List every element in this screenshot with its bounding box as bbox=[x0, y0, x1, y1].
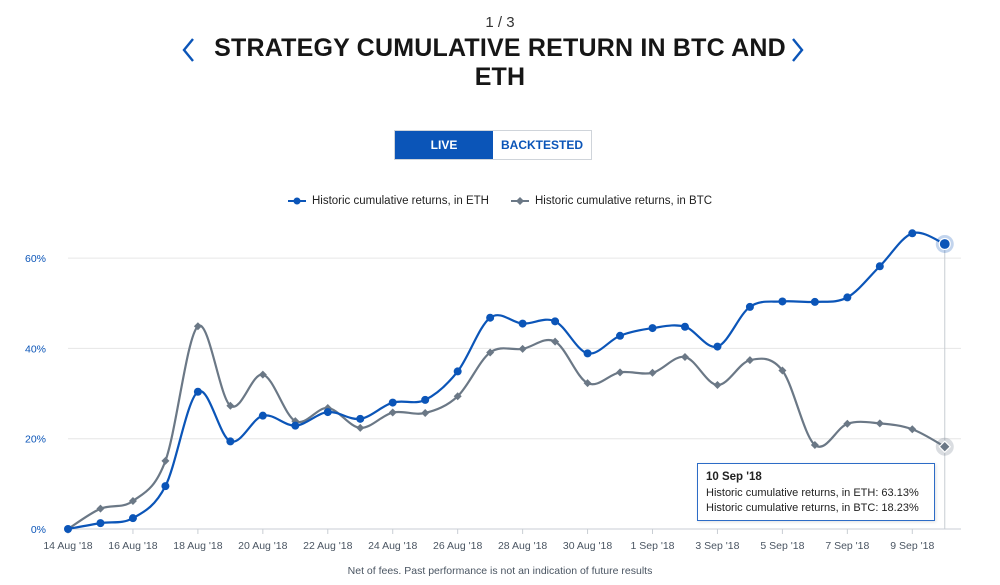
tooltip-btc-value: Historic cumulative returns, in BTC: 18.… bbox=[706, 502, 919, 514]
data-point-btc bbox=[356, 423, 365, 432]
data-point-btc bbox=[713, 380, 722, 389]
hover-tooltip: 10 Sep '18 Historic cumulative returns, … bbox=[697, 463, 935, 521]
data-point-eth bbox=[486, 313, 495, 322]
y-tick-label: 40% bbox=[25, 343, 46, 355]
data-point-btc bbox=[810, 441, 819, 450]
data-point-eth bbox=[291, 421, 300, 430]
data-point-eth bbox=[745, 302, 754, 311]
data-point-btc bbox=[908, 425, 917, 434]
data-point-btc bbox=[745, 356, 754, 365]
x-tick-label: 24 Aug '18 bbox=[368, 540, 417, 552]
eth-circle-marker-icon bbox=[287, 197, 306, 205]
data-point-btc bbox=[193, 322, 202, 331]
data-point-eth bbox=[843, 293, 852, 302]
previous-chart-chevron-icon[interactable] bbox=[178, 36, 200, 64]
live-tab[interactable]: LIVE bbox=[395, 131, 493, 159]
chart-legend: Historic cumulative returns, in ETH Hist… bbox=[0, 195, 1000, 207]
tooltip-eth-value: Historic cumulative returns, in ETH: 63.… bbox=[706, 487, 919, 499]
series-line-btc bbox=[67, 324, 946, 530]
data-point-eth bbox=[875, 262, 884, 271]
x-tick-label: 28 Aug '18 bbox=[498, 540, 547, 552]
x-tick-label: 14 Aug '18 bbox=[43, 540, 92, 552]
x-tick-label: 7 Sep '18 bbox=[825, 540, 869, 552]
data-point-btc bbox=[453, 392, 462, 401]
data-point-btc bbox=[778, 366, 787, 375]
x-tick-label: 20 Aug '18 bbox=[238, 540, 287, 552]
x-tick-label: 26 Aug '18 bbox=[433, 540, 482, 552]
data-point-eth bbox=[128, 514, 137, 523]
data-point-eth bbox=[713, 342, 722, 351]
data-point-eth bbox=[583, 349, 592, 358]
data-point-eth bbox=[453, 367, 462, 376]
data-point-eth bbox=[193, 387, 202, 396]
x-tick-label: 3 Sep '18 bbox=[695, 540, 739, 552]
data-point-eth bbox=[518, 319, 527, 328]
data-point-btc bbox=[843, 419, 852, 428]
data-point-btc bbox=[648, 368, 657, 377]
data-point-eth bbox=[96, 519, 105, 528]
data-point-eth bbox=[388, 398, 397, 407]
y-tick-label: 20% bbox=[25, 434, 46, 446]
data-point-eth bbox=[810, 297, 819, 306]
chart-pager: 1 / 3 bbox=[485, 14, 515, 31]
data-point-btc bbox=[258, 370, 267, 379]
data-point-eth bbox=[226, 437, 235, 446]
legend-label-eth: Historic cumulative returns, in ETH bbox=[311, 195, 489, 207]
x-tick-label: 9 Sep '18 bbox=[890, 540, 934, 552]
series-line-eth bbox=[67, 231, 946, 531]
x-tick-label: 1 Sep '18 bbox=[630, 540, 674, 552]
legend-item-eth[interactable]: Historic cumulative returns, in ETH bbox=[287, 195, 489, 207]
data-point-btc bbox=[96, 504, 105, 513]
y-tick-label: 60% bbox=[25, 253, 46, 265]
data-point-btc bbox=[583, 379, 592, 388]
backtested-tab[interactable]: BACKTESTED bbox=[493, 131, 591, 159]
legend-item-btc[interactable]: Historic cumulative returns, in BTC bbox=[511, 195, 712, 207]
data-point-eth bbox=[908, 229, 917, 238]
legend-label-btc: Historic cumulative returns, in BTC bbox=[535, 195, 713, 207]
data-point-eth bbox=[323, 408, 332, 417]
x-tick-label: 16 Aug '18 bbox=[108, 540, 157, 552]
data-point-eth bbox=[778, 297, 787, 306]
data-point-btc bbox=[518, 344, 527, 353]
data-point-eth bbox=[616, 331, 625, 340]
data-point-eth bbox=[64, 525, 72, 533]
data-point-btc bbox=[680, 352, 689, 361]
data-point-btc bbox=[875, 419, 884, 428]
data-point-eth bbox=[680, 322, 689, 331]
next-chart-chevron-icon[interactable] bbox=[786, 36, 808, 64]
data-point-eth bbox=[938, 237, 951, 251]
x-tick-label: 5 Sep '18 bbox=[760, 540, 804, 552]
data-point-eth bbox=[161, 482, 170, 491]
data-point-btc bbox=[226, 401, 235, 410]
x-tick-label: 30 Aug '18 bbox=[563, 540, 612, 552]
data-point-btc bbox=[161, 456, 170, 465]
live-backtested-toggle: LIVE BACKTESTED bbox=[394, 130, 592, 160]
data-point-btc bbox=[388, 408, 397, 417]
y-tick-label: 0% bbox=[31, 524, 46, 536]
data-point-eth bbox=[551, 317, 560, 326]
data-point-eth bbox=[421, 395, 430, 404]
x-tick-label: 22 Aug '18 bbox=[303, 540, 352, 552]
data-point-btc bbox=[551, 337, 560, 346]
data-point-btc bbox=[486, 348, 495, 357]
data-point-eth bbox=[648, 324, 657, 333]
chart-title: STRATEGY CUMULATIVE RETURN IN BTC AND ET… bbox=[214, 34, 786, 91]
data-point-btc bbox=[128, 497, 137, 506]
disclaimer-footnote: Net of fees. Past performance is not an … bbox=[347, 565, 653, 577]
data-point-btc bbox=[616, 368, 625, 377]
data-point-eth bbox=[356, 414, 365, 423]
x-tick-label: 18 Aug '18 bbox=[173, 540, 222, 552]
data-point-eth bbox=[258, 411, 267, 420]
tooltip-date: 10 Sep '18 bbox=[706, 471, 762, 483]
data-point-btc bbox=[421, 408, 430, 417]
btc-diamond-marker-icon bbox=[511, 197, 529, 205]
data-point-btc bbox=[938, 440, 952, 454]
